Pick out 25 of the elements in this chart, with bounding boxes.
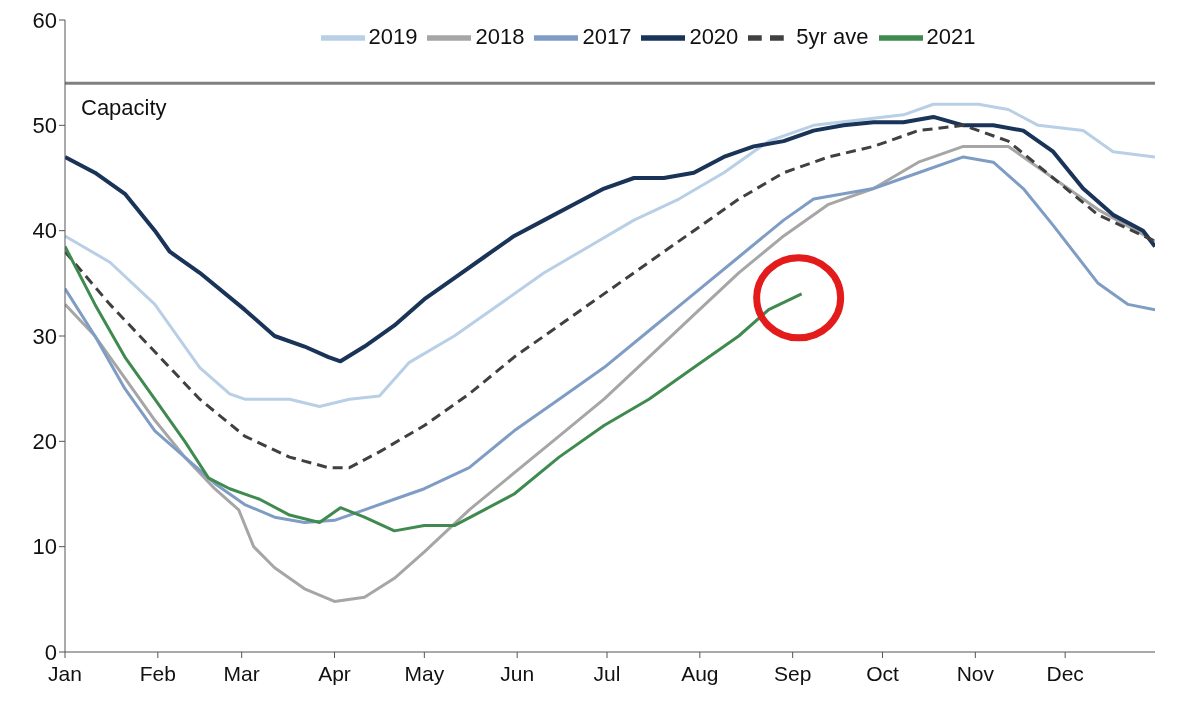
x-tick-label: Jun [500,661,535,685]
legend-label: 5yr ave [796,23,869,49]
x-tick-label: Oct [866,661,899,685]
x-tick-label: Nov [956,661,995,685]
legend-label: 2018 [475,23,525,49]
x-tick-label: May [404,661,445,685]
x-tick-label: Dec [1046,661,1084,685]
x-tick-label: Sep [773,661,812,685]
x-tick-label: Feb [139,661,176,685]
y-tick-label: 30 [32,323,57,349]
y-tick-label: 60 [32,7,57,33]
y-tick-label: 40 [32,218,57,244]
x-tick-label: Mar [223,661,260,685]
legend-label: 2020 [689,23,739,49]
line-series [65,244,804,533]
legend-label: 2017 [582,23,632,49]
y-tick-label: 20 [32,429,57,455]
x-tick-label: Aug [681,661,719,685]
y-tick-label: 50 [32,113,57,139]
x-tick-label: Jul [593,661,621,685]
y-tick-label: 10 [32,534,57,560]
legend-label: 2019 [368,23,418,49]
legend-label: 2021 [926,23,976,49]
ref-line-label: Capacity [81,94,167,120]
x-tick-label: Apr [318,661,351,685]
